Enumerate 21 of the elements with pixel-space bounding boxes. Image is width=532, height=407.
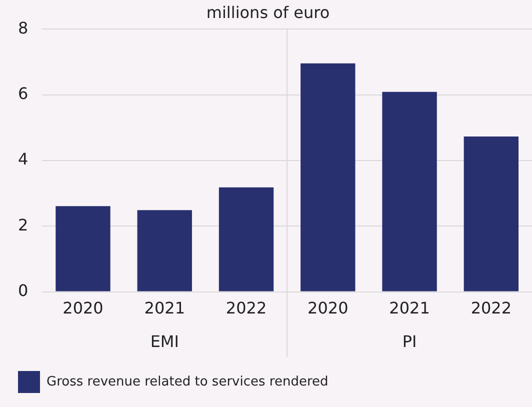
x-tick-label: 2020 bbox=[308, 298, 348, 318]
text: EMI bbox=[150, 332, 179, 352]
legend-label: Gross revenue related to services rendered bbox=[46, 374, 328, 390]
text: PI bbox=[402, 332, 417, 352]
x-tick-label: 2022 bbox=[470, 298, 512, 318]
x-tick-label: 2020 bbox=[62, 298, 104, 318]
y-tick-label: 4 bbox=[18, 150, 28, 169]
x-tick-label: 2022 bbox=[226, 298, 267, 318]
bar bbox=[382, 92, 437, 292]
chart-title: millions of euro bbox=[206, 2, 330, 22]
bar bbox=[137, 210, 192, 292]
bar bbox=[464, 136, 519, 292]
y-tick-label: 2 bbox=[18, 215, 28, 234]
y-tick-label: 8 bbox=[18, 18, 28, 38]
y-tick-label: 0 bbox=[18, 280, 28, 300]
bar bbox=[218, 187, 274, 292]
bar bbox=[300, 63, 356, 292]
x-tick-label: 2021 bbox=[144, 298, 185, 318]
x-tick-label: 2021 bbox=[389, 298, 430, 318]
bar bbox=[56, 206, 110, 292]
y-tick-label: 6 bbox=[18, 84, 28, 104]
